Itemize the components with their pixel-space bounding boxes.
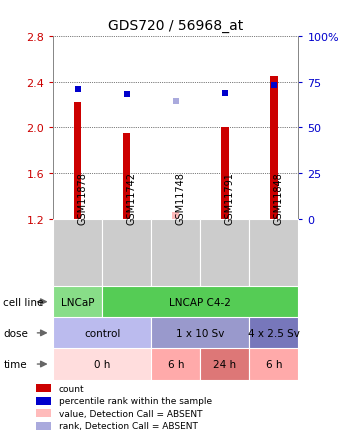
Text: control: control xyxy=(84,328,120,338)
Bar xyxy=(249,349,298,380)
Bar xyxy=(221,128,228,219)
Bar xyxy=(74,103,81,219)
Bar xyxy=(53,286,102,318)
Bar xyxy=(36,397,51,404)
Bar xyxy=(36,384,51,392)
Bar xyxy=(36,409,51,417)
Bar xyxy=(151,219,200,286)
Text: 6 h: 6 h xyxy=(265,359,282,369)
Text: time: time xyxy=(3,359,27,369)
Text: percentile rank within the sample: percentile rank within the sample xyxy=(59,396,212,405)
Text: LNCAP C4-2: LNCAP C4-2 xyxy=(169,297,231,307)
Title: GDS720 / 56968_at: GDS720 / 56968_at xyxy=(108,19,244,33)
Bar xyxy=(53,349,151,380)
Bar xyxy=(123,134,130,219)
Bar xyxy=(102,219,151,286)
Text: 1 x 10 Sv: 1 x 10 Sv xyxy=(176,328,225,338)
Text: 6 h: 6 h xyxy=(167,359,184,369)
Bar xyxy=(172,212,179,219)
Text: GSM11848: GSM11848 xyxy=(274,172,284,224)
Text: value, Detection Call = ABSENT: value, Detection Call = ABSENT xyxy=(59,409,202,418)
Text: count: count xyxy=(59,384,84,393)
Bar xyxy=(151,349,200,380)
Bar xyxy=(53,219,102,286)
Text: 4 x 2.5 Sv: 4 x 2.5 Sv xyxy=(248,328,300,338)
Text: GSM11791: GSM11791 xyxy=(225,172,235,224)
Bar xyxy=(102,286,298,318)
Text: GSM11748: GSM11748 xyxy=(176,172,186,224)
Bar xyxy=(249,318,298,349)
Bar xyxy=(200,349,249,380)
Bar xyxy=(36,421,51,430)
Text: GSM11878: GSM11878 xyxy=(78,172,88,224)
Bar xyxy=(249,219,298,286)
Text: cell line: cell line xyxy=(3,297,44,307)
Bar xyxy=(53,318,151,349)
Text: LNCaP: LNCaP xyxy=(61,297,94,307)
Text: 24 h: 24 h xyxy=(213,359,236,369)
Text: GSM11742: GSM11742 xyxy=(127,172,137,224)
Text: rank, Detection Call = ABSENT: rank, Detection Call = ABSENT xyxy=(59,421,198,430)
Text: 0 h: 0 h xyxy=(94,359,110,369)
Bar xyxy=(200,219,249,286)
Bar xyxy=(151,318,249,349)
Text: dose: dose xyxy=(3,328,28,338)
Bar xyxy=(270,77,277,219)
